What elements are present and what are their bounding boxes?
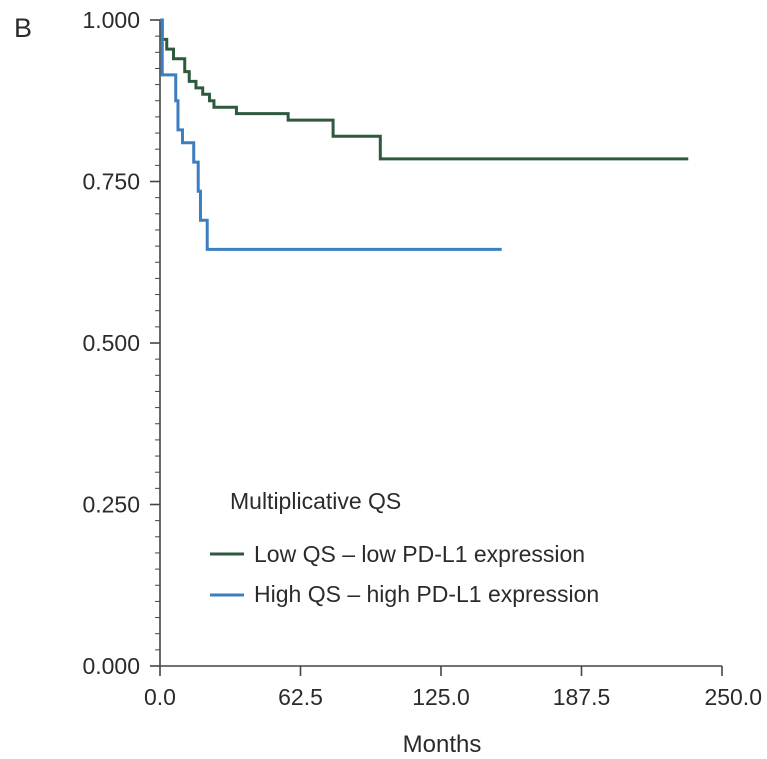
y-tick-label: 0.250 bbox=[82, 492, 140, 518]
x-tick-label: 62.5 bbox=[278, 684, 323, 710]
y-tick-label: 0.500 bbox=[82, 330, 140, 356]
x-tick-label: 187.5 bbox=[553, 684, 611, 710]
series-line-0 bbox=[160, 18, 689, 161]
y-tick-label: 0.750 bbox=[82, 169, 140, 195]
y-tick-label: 1.000 bbox=[82, 7, 140, 33]
series-line-1 bbox=[160, 18, 502, 251]
legend-label-low: Low QS – low PD-L1 expression bbox=[254, 541, 585, 567]
legend: Multiplicative QS Low QS – low PD-L1 exp… bbox=[210, 488, 599, 607]
x-tick-label: 250.0 bbox=[704, 684, 762, 710]
x-tick-label: 0.0 bbox=[144, 684, 176, 710]
y-axis: 0.000 0.250 0.500 0.750 1.000 bbox=[82, 7, 161, 679]
x-tick-label: 125.0 bbox=[412, 684, 470, 710]
y-tick-label: 0.000 bbox=[82, 653, 140, 679]
legend-label-high: High QS – high PD-L1 expression bbox=[254, 581, 599, 607]
legend-title: Multiplicative QS bbox=[230, 488, 401, 514]
x-axis-title: Months bbox=[403, 731, 482, 758]
series-layer bbox=[160, 18, 689, 251]
x-axis: 0.0 62.5 125.0 187.5 250.0 bbox=[144, 665, 762, 710]
panel-label: B bbox=[14, 13, 32, 43]
